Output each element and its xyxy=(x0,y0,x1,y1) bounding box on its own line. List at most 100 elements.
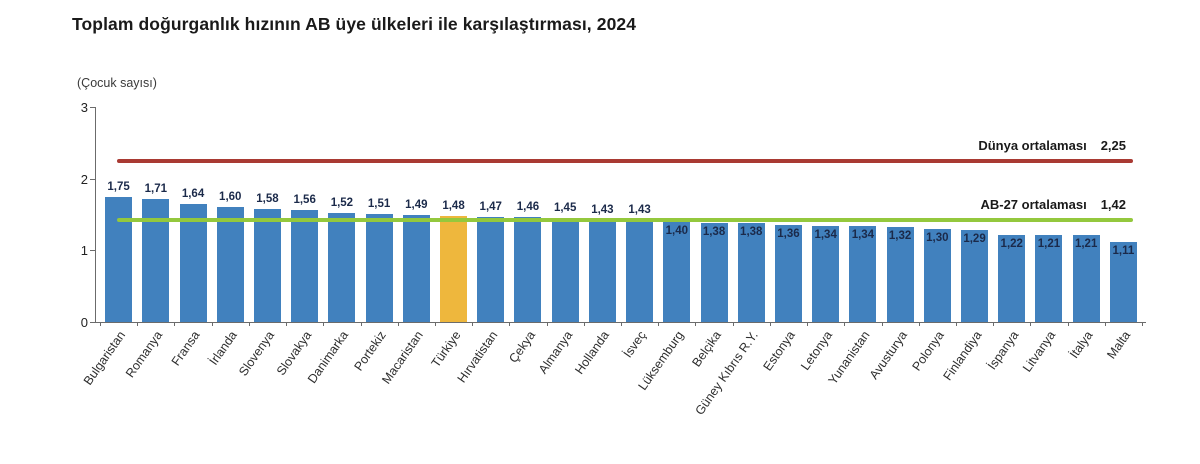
x-axis-tick-mark xyxy=(807,322,809,326)
bar-value-label: 1,48 xyxy=(442,199,465,212)
bar xyxy=(1109,242,1137,322)
bar xyxy=(365,213,393,322)
bar-value-label: 1,60 xyxy=(219,191,242,204)
bar-value-label: 1,45 xyxy=(553,202,577,215)
x-axis-category-label: Romanya xyxy=(123,328,166,381)
bar xyxy=(216,207,244,322)
chart-title: Toplam doğurganlık hızının AB üye ülkele… xyxy=(72,14,637,34)
reference-line-value: 1,42 xyxy=(1100,197,1126,213)
bar xyxy=(961,229,989,322)
bar xyxy=(626,219,654,322)
bar xyxy=(328,213,356,322)
bar-value-label: 1,21 xyxy=(1074,238,1098,251)
bar-value-label: 1,52 xyxy=(330,197,354,210)
bar-value-label: 1,40 xyxy=(665,224,688,237)
x-axis-category-label: İspanya xyxy=(984,328,1022,373)
bar xyxy=(588,219,616,322)
x-axis-tick-mark xyxy=(695,322,697,326)
bar xyxy=(812,225,840,322)
x-axis-category-label: İrlanda xyxy=(206,328,240,368)
x-axis-tick-mark xyxy=(137,322,139,326)
bar xyxy=(700,223,728,322)
bar-value-label: 1,46 xyxy=(516,201,540,214)
bar-value-label: 1,21 xyxy=(1037,238,1061,251)
bar-value-label: 1,56 xyxy=(293,194,316,207)
bar-value-label: 1,47 xyxy=(479,200,502,213)
bar xyxy=(105,196,133,322)
bar xyxy=(179,204,207,322)
bar-value-label: 1,32 xyxy=(888,230,912,243)
bar xyxy=(886,227,914,322)
x-axis-tick-mark xyxy=(360,322,362,326)
x-axis-labels: Bulgaristan Romanya Fransa İrlanda Slovenya S… xyxy=(81,328,1145,464)
bar xyxy=(923,228,951,322)
bar-value-label: 1,51 xyxy=(367,197,391,210)
bar-value-label: 1,71 xyxy=(144,183,167,196)
x-axis-tick-mark xyxy=(918,322,920,326)
x-axis-category-label: İtalya xyxy=(1067,328,1096,361)
x-axis-tick-mark xyxy=(100,322,101,326)
bar xyxy=(663,221,691,322)
x-axis-category-label: Polonya xyxy=(909,328,947,374)
world-average-label: Dünya ortalaması 2,25 xyxy=(978,139,1126,152)
x-axis-category-label: Bulgaristan xyxy=(80,328,129,388)
bar-value-label: 1,22 xyxy=(1000,237,1023,250)
bar-value-label: 1,34 xyxy=(814,228,837,241)
x-axis-category-label: Avusturya xyxy=(866,328,910,382)
bar xyxy=(477,216,505,322)
x-axis-tick-mark xyxy=(844,322,846,326)
bar xyxy=(737,223,765,322)
x-axis-tick-mark xyxy=(993,322,995,326)
eu27-average-label: AB-27 ortalaması 1,42 xyxy=(980,198,1126,211)
plot-area: 0 1 2 3 1,75 1,71 1,64 1,60 1,58 1,56 1,52 1,51 1,49… xyxy=(81,101,1146,329)
y-axis-tick-mark xyxy=(90,107,95,108)
bar-value-label: 1,30 xyxy=(926,231,949,244)
bar xyxy=(998,234,1026,322)
bar-value-label: 1,11 xyxy=(1112,245,1135,258)
y-axis-tick-mark xyxy=(90,178,95,180)
bar-value-label: 1,43 xyxy=(628,203,651,216)
bar-value-label: 1,58 xyxy=(256,192,279,205)
y-axis-tick-label: 0 xyxy=(80,315,88,330)
x-axis-tick-mark xyxy=(658,322,660,326)
x-axis-tick-mark xyxy=(397,322,399,326)
x-axis-tick-mark xyxy=(434,322,436,326)
bar-value-label: 1,38 xyxy=(740,226,763,239)
bar-value-label: 1,43 xyxy=(591,203,614,216)
y-axis-unit-label: (Çocuk sayısı) xyxy=(77,76,157,90)
x-axis-tick-mark xyxy=(248,322,250,326)
x-axis-tick-mark xyxy=(509,322,511,326)
bar-value-label: 1,75 xyxy=(107,180,130,193)
x-axis-tick-mark xyxy=(621,322,622,326)
bar-value-label: 1,49 xyxy=(405,199,428,212)
x-axis-tick-mark xyxy=(1104,322,1106,326)
x-axis-tick-mark xyxy=(472,322,474,326)
x-axis-tick-mark xyxy=(323,322,325,326)
x-axis-tick-mark xyxy=(546,322,548,326)
eu27-average-line xyxy=(117,218,1133,223)
x-axis-category-label: Belçika xyxy=(689,328,724,370)
x-axis-category-label: Malta xyxy=(1104,328,1134,362)
bar xyxy=(402,215,430,322)
x-axis-tick-mark xyxy=(732,322,734,326)
x-axis-tick-mark xyxy=(1067,322,1069,326)
reference-line-name: AB-27 ortalaması xyxy=(980,197,1087,213)
bar xyxy=(774,224,802,322)
bar-value-label: 1,34 xyxy=(851,228,875,241)
world-average-line xyxy=(117,158,1133,163)
y-axis-tick-label: 3 xyxy=(80,100,88,115)
bar xyxy=(514,217,542,322)
bar-value-label: 1,64 xyxy=(181,188,205,201)
reference-line-value: 2,25 xyxy=(1100,137,1126,153)
x-axis-category-label: Letonya xyxy=(798,328,836,373)
bar-value-label: 1,38 xyxy=(702,226,726,239)
x-axis-category-label: İsveç xyxy=(621,328,650,361)
x-axis-category-label: Hollanda xyxy=(572,328,613,377)
x-axis-tick-mark xyxy=(769,322,771,326)
x-axis-category-label: Estonya xyxy=(760,328,799,374)
x-axis-category-label: Slovenya xyxy=(236,328,278,379)
x-axis-category-label: Finlandiya xyxy=(940,328,985,384)
x-axis-tick-mark xyxy=(1142,322,1143,326)
x-axis-tick-mark xyxy=(955,322,957,326)
